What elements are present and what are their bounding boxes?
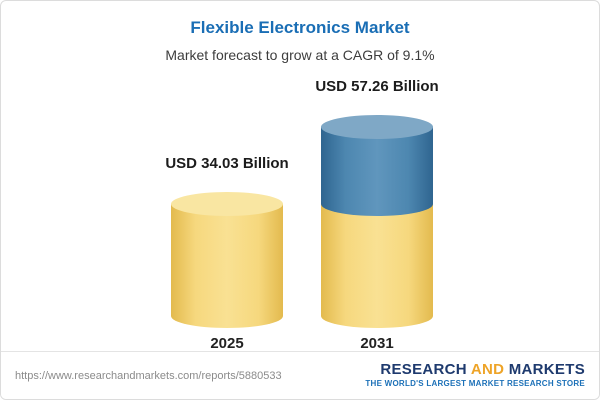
footer: https://www.researchandmarkets.com/repor… — [1, 351, 599, 399]
value-label-2025: USD 34.03 Billion — [165, 155, 289, 172]
page-subtitle: Market forecast to grow at a CAGR of 9.1… — [165, 47, 435, 63]
research-and-markets-logo: RESEARCH AND MARKETS THE WORLD'S LARGEST… — [365, 360, 585, 389]
axis-label-2031: 2031 — [360, 335, 394, 352]
logo-word-research: RESEARCH — [380, 360, 467, 378]
logo-wordmark: RESEARCH AND MARKETS — [365, 360, 585, 379]
cylinder-body — [171, 204, 283, 316]
report-url: https://www.researchandmarkets.com/repor… — [15, 369, 282, 382]
page-title: Flexible Electronics Market — [190, 18, 410, 37]
value-label-2031: USD 57.26 Billion — [315, 78, 439, 95]
logo-tagline: THE WORLD'S LARGEST MARKET RESEARCH STOR… — [365, 379, 585, 389]
cylinder-2025-base — [171, 192, 283, 328]
cylinder-top-ellipse — [321, 115, 433, 139]
bar-chart: USD 34.03 Billion 2025 USD 57.26 Billion… — [1, 78, 599, 352]
axis-label-2025: 2025 — [210, 335, 244, 352]
cylinder-body — [321, 204, 433, 316]
logo-word-and: AND — [470, 360, 505, 378]
cylinder-top-ellipse — [171, 192, 283, 216]
logo-word-markets: MARKETS — [508, 360, 585, 378]
cylinder-2031-base — [321, 204, 433, 328]
cylinder-2031-growth — [321, 115, 433, 216]
cylinder-body — [321, 127, 433, 204]
